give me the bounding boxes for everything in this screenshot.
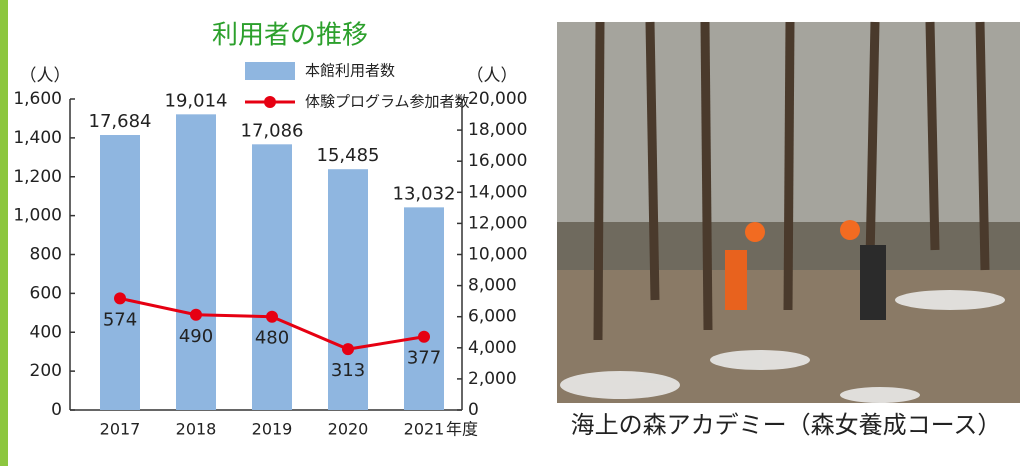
y-tick-label: 400 xyxy=(30,322,62,342)
photo-workers xyxy=(725,220,886,320)
side-stripe xyxy=(0,0,8,466)
line-marker xyxy=(418,330,430,343)
bar-value-label: 19,014 xyxy=(165,90,228,111)
line-marker xyxy=(114,292,126,305)
line-marker xyxy=(266,310,278,323)
x-tick-label: 2019 xyxy=(252,420,293,439)
y-tick-label: 0 xyxy=(51,400,62,420)
legend-label: 本館利用者数 xyxy=(305,62,395,80)
bar xyxy=(404,207,444,410)
line-value-label: 574 xyxy=(103,309,137,330)
bar-value-label: 15,485 xyxy=(317,145,380,166)
bar-value-label: 17,086 xyxy=(241,120,304,141)
y-tick-label: 1,600 xyxy=(13,89,62,109)
y-tick-label: 1,400 xyxy=(13,128,62,148)
y2-tick-label: 6,000 xyxy=(468,307,517,327)
photo xyxy=(557,21,1020,403)
x-tick-label: 2021 xyxy=(404,420,445,439)
y2-axis-label: （人） xyxy=(467,66,518,86)
y-tick-label: 600 xyxy=(30,283,62,303)
y2-tick-label: 8,000 xyxy=(468,276,517,296)
line-value-label: 490 xyxy=(179,326,213,347)
bar xyxy=(176,114,216,410)
y2-tick-label: 20,000 xyxy=(468,89,527,109)
y2-tick-label: 12,000 xyxy=(468,213,527,233)
x-tick-label: 2017 xyxy=(100,420,141,439)
y2-tick-label: 16,000 xyxy=(468,151,527,171)
y2-tick-label: 18,000 xyxy=(468,120,527,140)
chart-title: 利用者の推移 xyxy=(212,21,368,51)
legend-swatch xyxy=(245,62,295,80)
y-axis-label: （人） xyxy=(20,66,71,86)
bar xyxy=(252,144,292,411)
x-axis-label: 年度 xyxy=(446,420,478,439)
legend-marker xyxy=(264,96,276,108)
y2-tick-label: 10,000 xyxy=(468,245,527,265)
y2-tick-label: 2,000 xyxy=(468,369,517,389)
photo-caption: 海上の森アカデミー（森女養成コース） xyxy=(571,411,1002,439)
y-tick-label: 800 xyxy=(30,245,62,265)
y2-tick-label: 4,000 xyxy=(468,338,517,358)
bar-value-label: 17,684 xyxy=(89,111,152,132)
y-tick-label: 1,000 xyxy=(13,206,62,226)
y2-tick-label: 14,000 xyxy=(468,182,527,202)
line-value-label: 480 xyxy=(255,328,289,349)
line-marker xyxy=(190,308,202,321)
photo-snow xyxy=(560,290,1005,403)
line-value-label: 377 xyxy=(407,348,441,369)
y-tick-label: 200 xyxy=(30,361,62,381)
x-tick-label: 2018 xyxy=(176,420,217,439)
y-tick-label: 1,200 xyxy=(13,167,62,187)
line-value-label: 313 xyxy=(331,360,365,381)
bar xyxy=(328,169,368,410)
y2-tick-label: 0 xyxy=(468,400,479,420)
photo-trees xyxy=(593,21,990,341)
x-tick-label: 2020 xyxy=(328,420,369,439)
bar xyxy=(100,135,140,410)
line-marker xyxy=(342,343,354,356)
legend-label: 体験プログラム参加者数 xyxy=(305,93,470,111)
bar-value-label: 13,032 xyxy=(393,183,456,204)
